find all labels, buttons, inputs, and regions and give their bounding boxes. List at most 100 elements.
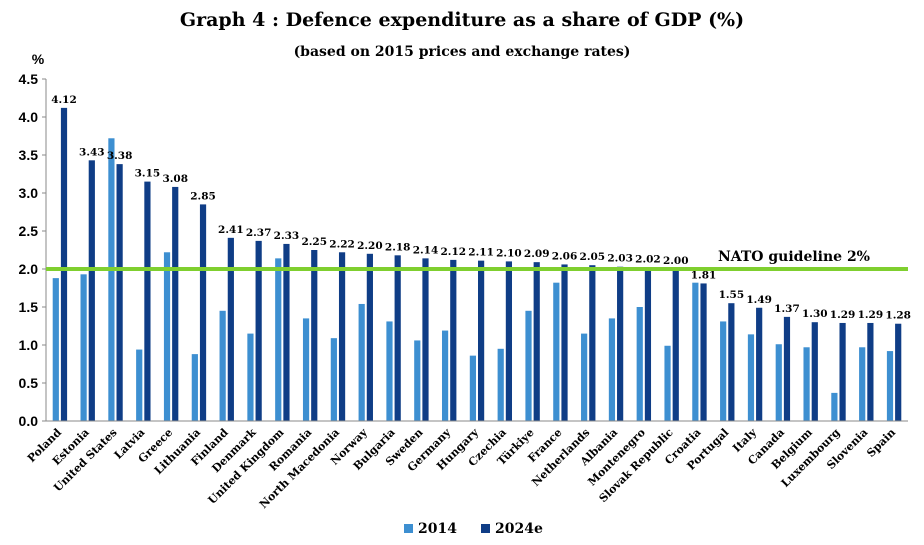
bar-2014-24 bbox=[720, 321, 727, 421]
data-label-2024e-19: 2.05 bbox=[580, 251, 606, 263]
bar-2024e-21 bbox=[644, 267, 652, 421]
bar-2024e-27 bbox=[811, 322, 818, 421]
bar-2024e-22 bbox=[672, 269, 679, 421]
y-tick-label: 2.0 bbox=[19, 261, 39, 277]
y-tick-label: 3.0 bbox=[19, 185, 39, 201]
bar-2024e-3 bbox=[144, 181, 151, 421]
bar-2014-4 bbox=[163, 252, 171, 421]
bar-2014-7 bbox=[247, 333, 254, 421]
data-label-2024e-1: 3.43 bbox=[79, 146, 105, 158]
data-label-2024e-28: 1.29 bbox=[830, 309, 856, 321]
bar-2014-3 bbox=[136, 349, 143, 421]
legend-swatch-2024e bbox=[481, 524, 490, 533]
bar-2024e-18 bbox=[561, 264, 568, 421]
y-tick-label: 4.0 bbox=[19, 109, 39, 125]
bar-2024e-17 bbox=[533, 262, 540, 421]
bar-2014-27 bbox=[803, 347, 810, 421]
bar-2014-16 bbox=[497, 348, 504, 421]
data-label-2024e-7: 2.37 bbox=[246, 227, 272, 239]
bar-2014-30 bbox=[886, 351, 894, 421]
bar-2024e-8 bbox=[283, 243, 290, 421]
y-tick-label: 4.5 bbox=[19, 71, 39, 87]
data-label-2024e-25: 1.49 bbox=[746, 294, 772, 306]
bar-2014-1 bbox=[80, 274, 87, 421]
bar-2024e-2 bbox=[116, 164, 123, 421]
y-tick-label: 1.5 bbox=[19, 299, 39, 315]
bar-2024e-23 bbox=[700, 283, 707, 421]
data-label-2024e-0: 4.12 bbox=[51, 94, 77, 106]
bar-2024e-6 bbox=[227, 237, 234, 421]
bar-2014-8 bbox=[275, 258, 282, 421]
data-label-2024e-8: 2.33 bbox=[274, 230, 300, 242]
legend-label-2014: 2014 bbox=[418, 521, 457, 537]
bar-2014-26 bbox=[775, 344, 782, 421]
data-label-2024e-11: 2.20 bbox=[357, 240, 383, 252]
data-label-2024e-12: 2.18 bbox=[385, 241, 411, 253]
data-label-2024e-3: 3.15 bbox=[135, 168, 161, 180]
bar-2024e-16 bbox=[505, 261, 513, 421]
bar-2014-6 bbox=[219, 310, 226, 421]
bar-2014-20 bbox=[608, 318, 616, 421]
y-tick-label: 1.0 bbox=[19, 337, 39, 353]
data-label-2024e-26: 1.37 bbox=[774, 303, 800, 315]
data-labels-group: 4.12 3.43 3.383.15 3.082.85 2.41 2.37 2.332.25… bbox=[51, 94, 911, 322]
data-label-2024e-30: 1.28 bbox=[885, 310, 911, 322]
data-label-2024e-18: 2.06 bbox=[552, 250, 578, 262]
data-label-2024e-24: 1.55 bbox=[719, 289, 745, 301]
bar-2014-12 bbox=[386, 321, 393, 421]
bar-2024e-13 bbox=[422, 258, 429, 421]
bar-2014-29 bbox=[859, 347, 866, 421]
data-label-2024e-29: 1.29 bbox=[858, 309, 884, 321]
legend-swatch-2014 bbox=[404, 524, 413, 533]
data-label-2024e-22: 2.00 bbox=[663, 255, 689, 267]
data-label-2024e-14: 2.12 bbox=[441, 246, 467, 258]
x-tick-label: Spain bbox=[864, 426, 898, 460]
legend: 2014 2024e bbox=[404, 521, 543, 537]
bar-2014-5 bbox=[191, 354, 198, 421]
bar-2024e-30 bbox=[895, 323, 902, 421]
bar-2014-0 bbox=[52, 278, 59, 421]
data-label-2024e-4: 3.08 bbox=[162, 173, 188, 185]
bar-2024e-12 bbox=[394, 255, 401, 421]
nato-guideline-label: NATO guideline 2% bbox=[718, 249, 870, 265]
data-label-2024e-13: 2.14 bbox=[413, 244, 439, 256]
bar-2024e-11 bbox=[366, 253, 373, 421]
bar-2024e-29 bbox=[867, 322, 874, 421]
bar-2024e-26 bbox=[783, 316, 791, 421]
bar-2024e-14 bbox=[450, 259, 457, 421]
data-label-2024e-6: 2.41 bbox=[218, 224, 244, 236]
bar-2014-21 bbox=[636, 307, 643, 421]
bar-2024e-5 bbox=[199, 204, 207, 421]
data-label-2024e-15: 2.11 bbox=[468, 247, 494, 259]
bar-2014-10 bbox=[330, 338, 337, 421]
bar-2024e-1 bbox=[88, 160, 95, 421]
y-tick-label: 3.5 bbox=[19, 147, 39, 163]
data-label-2024e-23: 1.81 bbox=[691, 269, 717, 281]
y-tick-label: 2.5 bbox=[19, 223, 39, 239]
bar-2014-23 bbox=[692, 282, 699, 421]
bar-2014-18 bbox=[553, 282, 560, 421]
reference-line-group: NATO guideline 2% bbox=[46, 249, 908, 271]
data-label-2024e-17: 2.09 bbox=[524, 248, 550, 260]
y-tick-label: 0.0 bbox=[19, 413, 39, 429]
bar-2014-25 bbox=[747, 334, 755, 421]
bar-2014-13 bbox=[414, 340, 421, 421]
data-label-2024e-27: 1.30 bbox=[802, 308, 828, 320]
data-label-2024e-10: 2.22 bbox=[329, 238, 355, 250]
data-label-2024e-16: 2.10 bbox=[496, 247, 522, 259]
bar-2014-11 bbox=[358, 303, 365, 421]
bar-2014-19 bbox=[581, 333, 588, 421]
bar-2024e-7 bbox=[255, 240, 262, 421]
bar-2024e-0 bbox=[60, 107, 68, 421]
bar-2024e-25 bbox=[756, 307, 763, 421]
bar-2014-28 bbox=[831, 392, 838, 421]
bar-2024e-28 bbox=[839, 322, 846, 421]
data-label-2024e-21: 2.02 bbox=[635, 253, 661, 265]
bar-2024e-20 bbox=[617, 266, 624, 421]
bar-2024e-9 bbox=[311, 250, 318, 421]
bar-2024e-15 bbox=[478, 260, 485, 421]
legend-label-2024e: 2024e bbox=[495, 521, 543, 537]
